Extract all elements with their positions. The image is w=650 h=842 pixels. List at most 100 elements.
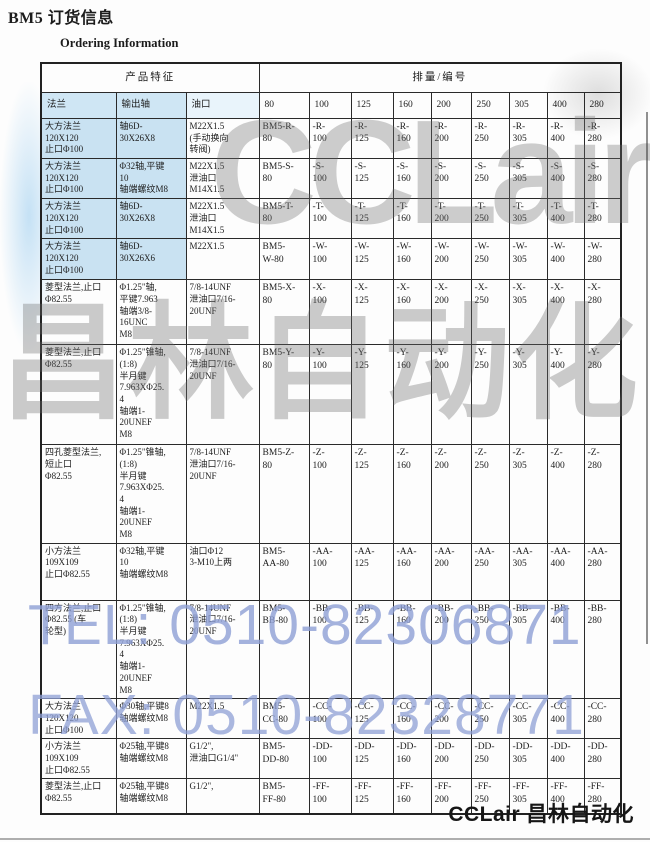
cell-code: -W- 250	[470, 238, 510, 281]
footer-brand: CCLair 昌林自动化	[448, 803, 634, 826]
cell-code: -Y- 280	[583, 344, 622, 446]
cell-code: -Y- 250	[470, 344, 510, 446]
cell-code: -DD- 400	[546, 738, 585, 780]
cell-code: -S- 160	[392, 158, 432, 200]
cell-code: -Y- 125	[350, 344, 394, 446]
cell-code: BM5-T- 80	[258, 198, 310, 240]
cell-code: -Y- 100	[308, 344, 352, 446]
cell-code: -Y- 160	[392, 344, 432, 446]
cell-code: -X- 250	[470, 279, 510, 346]
cell-code: BM5-X- 80	[258, 279, 310, 346]
cell-shaft: 轴6D- 30X26X6	[115, 238, 187, 281]
table-body: 大方法兰 120X120 止口Φ100 轴6D- 30X26X8 M22X1.5 (…	[40, 117, 622, 815]
cell-code: -Z- 400	[546, 444, 585, 544]
cell-code: -CC- 125	[350, 698, 394, 740]
column-header: 油口	[185, 92, 260, 119]
cell-port: 油口Φ12 3-M10上两	[185, 542, 260, 601]
cell-code: -T- 125	[350, 198, 394, 240]
cell-flange: 菱型法兰,止口 Φ82.55	[40, 778, 117, 815]
cell-code: -X- 280	[583, 279, 622, 346]
cell-code: -CC- 280	[583, 698, 622, 740]
cell-flange: 小方法兰 109X109 止口Φ82.55	[40, 738, 117, 780]
cell-code: -R- 305	[508, 117, 548, 160]
cell-code: -T- 100	[308, 198, 352, 240]
cell-shaft: Φ1.25"锥轴, (1:8) 半月键 7.963XΦ25. 4 轴端1- 20…	[115, 344, 187, 446]
cell-code: -W- 125	[350, 238, 394, 281]
cell-code: -FF- 200	[430, 778, 472, 815]
cell-shaft: Φ25轴,平键8 轴端螺纹M8	[115, 738, 187, 780]
cell-port: M22X1.5	[185, 698, 260, 740]
cell-code: -AA- 400	[546, 542, 585, 601]
cell-code: -W- 400	[546, 238, 585, 281]
table-row: 大方法兰 120X120 止口Φ100 轴6D- 30X26X8 M22X1.5 (…	[40, 117, 622, 160]
cell-code: BM5- DD-80	[258, 738, 310, 780]
cell-port: 7/8-14UNF 泄油口7/16- 20UNF	[185, 344, 260, 446]
table-row: 大方法兰 120X120 止口Φ100 轴6D- 30X26X6 M22X1.5 BM…	[40, 238, 622, 281]
ordering-table: 产品特征 排量/编号 法兰 输出轴 油口 80 100 125 160 200 250 305 40…	[40, 62, 623, 815]
cell-code: -DD- 280	[583, 738, 622, 780]
cell-code: -Z- 250	[470, 444, 510, 544]
table-row: 四孔菱型法兰, 短止口 Φ82.55 Φ1.25"锥轴, (1:8) 半月键 7.…	[40, 444, 622, 544]
cell-code: -CC- 400	[546, 698, 585, 740]
cell-code: -AA- 125	[350, 542, 394, 601]
cell-code: -FF- 305	[508, 778, 548, 815]
cell-code: -DD- 200	[430, 738, 472, 780]
cell-flange: 四方法兰,止口 Φ82.55 (车 轮型)	[40, 599, 117, 700]
cell-code: BM5- FF-80	[258, 778, 310, 815]
cell-code: BM5- AA-80	[258, 542, 310, 601]
cell-code: -T- 400	[546, 198, 585, 240]
scan-edge-bottom	[0, 838, 650, 840]
cell-shaft: Φ1.25"锥轴, (1:8) 半月键 7.963XΦ25. 4 轴端1- 20…	[115, 444, 187, 544]
cell-code: -S- 100	[308, 158, 352, 200]
cell-code: -S- 280	[583, 158, 622, 200]
cell-code: -DD- 125	[350, 738, 394, 780]
column-header: 160	[392, 92, 432, 119]
cell-flange: 大方法兰 120X120 止口Φ100	[40, 238, 117, 281]
group-header-features: 产品特征	[40, 62, 260, 93]
cell-code: -X- 100	[308, 279, 352, 346]
cell-port: M22X1.5 泄油口 M14X1.5	[185, 158, 260, 200]
cell-code: -W- 280	[583, 238, 622, 281]
table-row: 小方法兰 109X109 止口Φ82.55 Φ25轴,平键8 轴端螺纹M8 G1/2…	[40, 738, 622, 780]
cell-flange: 小方法兰 109X109 止口Φ82.55	[40, 542, 117, 601]
cell-code: -FF- 250	[470, 778, 510, 815]
cell-port: 7/8-14UNF 泄油口7/16- 20UNF	[185, 444, 260, 544]
cell-code: BM5-Z- 80	[258, 444, 310, 544]
cell-code: -W- 305	[508, 238, 548, 281]
cell-code: -R- 250	[470, 117, 510, 160]
cell-shaft: Φ1.25"轴, 平键7.963 轴端3/8- 16UNC M8	[115, 279, 187, 346]
cell-code: -R- 160	[392, 117, 432, 160]
cell-shaft: 轴6D- 30X26X8	[115, 198, 187, 240]
group-header-displacement: 排量/编号	[258, 62, 622, 93]
table-row: 大方法兰 120X120 止口Φ100 轴6D- 30X26X8 M22X1.5 泄…	[40, 198, 622, 240]
cell-code: -T- 280	[583, 198, 622, 240]
cell-code: -AA- 100	[308, 542, 352, 601]
cell-code: -S- 305	[508, 158, 548, 200]
table-row: 菱型法兰,止口 Φ82.55 Φ1.25"锥轴, (1:8) 半月键 7.963X…	[40, 344, 622, 446]
cell-code: -CC- 160	[392, 698, 432, 740]
cell-flange: 菱型法兰,止口 Φ82.55	[40, 279, 117, 346]
cell-code: -BB- 100	[308, 599, 352, 700]
cell-code: -X- 400	[546, 279, 585, 346]
cell-shaft: Φ32轴,平键 10 轴端螺纹M8	[115, 542, 187, 601]
column-header: 305	[508, 92, 548, 119]
column-header: 100	[308, 92, 352, 119]
cell-code: -DD- 305	[508, 738, 548, 780]
cell-code: -Z- 160	[392, 444, 432, 544]
table-row: 菱型法兰,止口 Φ82.55 Φ25轴,平键8 轴端螺纹M8 G1/2", BM5- …	[40, 778, 622, 815]
subheader-row: 法兰 输出轴 油口 80 100 125 160 200 250 305 400 280	[40, 92, 622, 119]
column-header: 输出轴	[115, 92, 187, 119]
cell-code: -BB- 125	[350, 599, 394, 700]
cell-code: -Y- 200	[430, 344, 472, 446]
cell-code: -Z- 305	[508, 444, 548, 544]
cell-port: 7/8-14UNF 泄油口7/16- 20UNF	[185, 279, 260, 346]
column-header: 80	[258, 92, 310, 119]
column-header: 280	[583, 92, 622, 119]
cell-code: -R- 400	[546, 117, 585, 160]
cell-code: -CC- 200	[430, 698, 472, 740]
table-row: 大方法兰 120X120 止口Φ100 Φ32轴,平键 10 轴端螺纹M8 M22X…	[40, 158, 622, 200]
cell-code: -AA- 305	[508, 542, 548, 601]
cell-code: -BB- 280	[583, 599, 622, 700]
cell-port: 7/8-14UNF 泄油口7/16- 20UNF	[185, 599, 260, 700]
cell-code: -CC- 100	[308, 698, 352, 740]
